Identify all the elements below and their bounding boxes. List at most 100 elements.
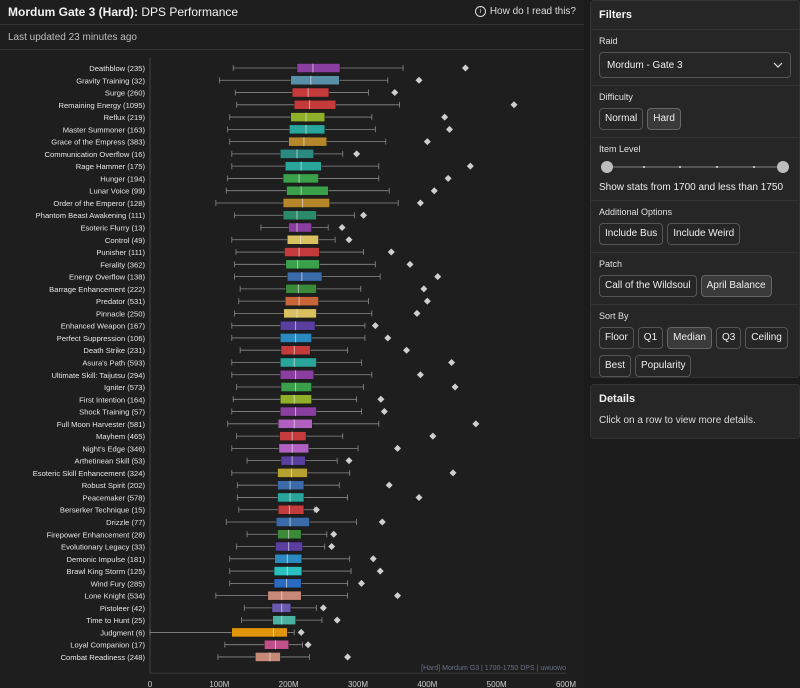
sort-median-button[interactable]: Median <box>667 327 712 349</box>
include-bus-button[interactable]: Include Bus <box>599 223 664 245</box>
best-marker <box>371 322 379 330</box>
row-label: Predator (531) <box>96 297 145 306</box>
iqr-box <box>288 222 312 233</box>
x-tick-label: 300M <box>348 680 368 688</box>
sort-q3-button[interactable]: Q3 <box>715 327 742 349</box>
row-label: Phantom Beast Awakening (111) <box>36 211 146 220</box>
sort-popularity-button[interactable]: Popularity <box>635 355 692 377</box>
row-label: Communication Overflow (16) <box>45 150 146 159</box>
iqr-box <box>277 529 302 539</box>
patch-april-button[interactable]: April Balance <box>700 275 772 297</box>
best-marker <box>344 653 352 661</box>
best-marker <box>415 493 423 501</box>
iqr-box <box>294 100 337 110</box>
sort-q1-button[interactable]: Q1 <box>637 327 664 349</box>
raid-select[interactable]: Mordum - Gate 3 <box>599 52 791 78</box>
row-label: Evolutionary Legacy (33) <box>61 543 145 552</box>
include-weird-button[interactable]: Include Weird <box>667 223 741 245</box>
best-marker <box>423 138 431 146</box>
best-marker <box>413 309 421 317</box>
row-label: Loyal Companion (17) <box>70 641 145 650</box>
iqr-box <box>274 554 303 564</box>
iqr-box <box>277 480 305 490</box>
row-label: Mayhem (465) <box>96 432 145 441</box>
sort-ceiling-button[interactable]: Ceiling <box>745 327 788 349</box>
iqr-box <box>290 112 325 122</box>
row-label: Demonic Impulse (181) <box>67 555 146 564</box>
row-label: Energy Overflow (138) <box>69 273 145 282</box>
title-raid: Mordum Gate 3 (Hard): <box>8 5 139 19</box>
patch-wildsoul-button[interactable]: Call of the Wildsoul <box>599 275 697 297</box>
best-marker <box>415 76 423 84</box>
row-label: Lone Knight (534) <box>85 592 146 601</box>
sort-floor-button[interactable]: Floor <box>599 327 634 349</box>
iqr-box <box>280 345 311 355</box>
details-panel: Details Click on a row to view more deta… <box>590 384 800 439</box>
sort-best-button[interactable]: Best <box>599 355 632 377</box>
iqr-box <box>287 271 323 282</box>
difficulty-hard-button[interactable]: Hard <box>647 108 681 130</box>
best-marker <box>384 334 392 342</box>
row-label: Deathblow (235) <box>89 64 145 73</box>
row-label: Pistoleer (42) <box>100 604 146 613</box>
sort-label: Sort By <box>599 311 629 321</box>
iqr-box <box>273 566 303 576</box>
patch-section: Patch Call of the Wildsoul April Balance <box>591 253 799 305</box>
row-label: Asura's Path (593) <box>82 358 145 367</box>
help-link[interactable]: i How do I read this? <box>474 6 576 17</box>
row-label: Esoteric Flurry (13) <box>80 224 145 233</box>
best-marker <box>449 469 457 477</box>
raid-label: Raid <box>599 36 618 46</box>
slider-handle-max[interactable] <box>777 161 789 173</box>
iqr-box <box>280 455 306 466</box>
iqr-box <box>290 75 340 85</box>
row-label: Combat Readiness (248) <box>61 653 146 662</box>
best-marker <box>434 273 442 281</box>
row-label: Ultimate Skill: Taijutsu (294) <box>51 371 145 380</box>
best-marker <box>353 150 361 158</box>
best-marker <box>416 371 424 379</box>
details-title: Details <box>599 393 636 405</box>
row-label: Brawl King Storm (125) <box>67 567 146 576</box>
best-marker <box>328 543 336 551</box>
details-text: Click on a row to view more details. <box>599 415 756 426</box>
row-label: Surge (260) <box>105 89 146 98</box>
best-marker <box>387 248 395 256</box>
row-label: Shock Training (57) <box>79 408 145 417</box>
iqr-box <box>289 124 325 135</box>
filters-title: Filters <box>591 1 799 30</box>
row-label: Drizzle (77) <box>106 518 145 527</box>
slider-handle-min[interactable] <box>601 161 613 173</box>
best-marker <box>451 383 459 391</box>
item-level-label: Item Level <box>599 144 641 154</box>
iqr-box <box>282 210 317 220</box>
best-marker <box>377 395 385 403</box>
best-marker <box>394 592 402 600</box>
title-metric: DPS Performance <box>138 5 239 19</box>
iqr-box <box>277 492 305 503</box>
iqr-box <box>280 406 317 417</box>
item-level-slider[interactable] <box>601 160 789 174</box>
row-label: First Intention (164) <box>79 395 145 404</box>
additional-section: Additional Options Include Bus Include W… <box>591 201 799 253</box>
patch-label: Patch <box>599 259 623 269</box>
row-label: Wind Fury (285) <box>91 579 146 588</box>
best-marker <box>330 530 338 538</box>
x-tick-label: 400M <box>417 680 437 688</box>
iqr-box <box>296 63 341 73</box>
slider-tick <box>753 166 755 168</box>
row-label: Firepower Enhancement (28) <box>47 530 146 539</box>
raid-value: Mordum - Gate 3 <box>607 59 683 71</box>
best-marker <box>394 444 402 452</box>
additional-label: Additional Options <box>599 207 673 217</box>
iqr-box <box>280 370 314 380</box>
iqr-box <box>255 652 281 662</box>
row-label: Robust Spirit (202) <box>82 481 146 490</box>
row-label: Barrage Enhancement (222) <box>49 285 145 294</box>
best-marker <box>429 432 437 440</box>
best-marker <box>345 236 353 244</box>
row-label: Enhanced Weapon (167) <box>61 322 146 331</box>
iqr-box <box>231 627 288 638</box>
difficulty-normal-button[interactable]: Normal <box>599 108 644 130</box>
